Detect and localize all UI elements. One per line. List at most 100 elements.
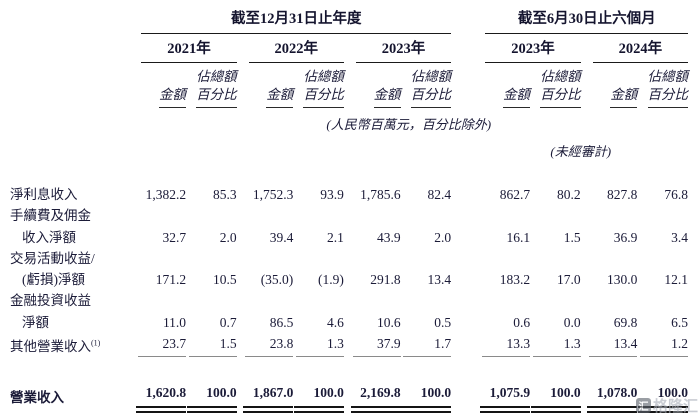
value-cell: 0.6	[513, 314, 531, 330]
unaudited-note-row: (未經審計)	[10, 133, 688, 160]
value-cell: 32.7	[162, 229, 187, 245]
value-cell: 17.0	[557, 272, 581, 288]
value-cell: 10.6	[376, 314, 401, 330]
table-row-trading-gains-values: (虧損)淨額 171.2 10.5 (35.0) (1.9) 291.8 13.…	[10, 269, 688, 290]
pct-header: 佔總額 百分比	[410, 68, 452, 109]
value-cell: 3.4	[671, 229, 688, 245]
value-cell: 16.1	[506, 229, 531, 245]
amount-header: 金額	[266, 86, 294, 109]
amount-header: 金額	[159, 86, 187, 109]
amount-header: 金額	[610, 86, 638, 109]
income-breakdown-page: 截至12月31日止年度 截至6月30日止六個月 2021年 2022年 2023…	[10, 4, 694, 414]
row-label: 其他營業收入	[10, 338, 91, 354]
subheader-row: 金額 佔總額 百分比 金額 佔總額 百分比 金額 佔總額 百分比 金額 佔總額 百分比 …	[10, 63, 688, 109]
value-cell: 37.9	[344, 333, 401, 358]
value-cell: 85.3	[213, 187, 237, 203]
value-cell: 76.8	[664, 187, 688, 203]
table-row-fee-commission-label: 手續費及佣金	[10, 205, 688, 226]
value-cell: 130.0	[606, 272, 638, 288]
pct-header: 佔總額 百分比	[303, 68, 344, 109]
value-cell: 80.2	[557, 187, 581, 203]
group-header-row: 截至12月31日止年度 截至6月30日止六個月	[10, 4, 688, 34]
value-cell: 2.0	[434, 229, 452, 245]
row-label: 淨利息收入	[10, 187, 78, 203]
table-row-other-operating-income: 其他營業收入(1) 23.7 1.5 23.8 1.3 37.9 1.7 13.…	[10, 333, 688, 358]
unit-note: (人民幣百萬元，百分比除外)	[326, 117, 492, 133]
value-cell: 0.5	[434, 314, 452, 330]
row-label: 收入淨額	[22, 229, 76, 245]
value-cell: 39.4	[269, 229, 294, 245]
value-cell: 2.1	[327, 229, 344, 245]
value-cell: 13.3	[473, 333, 531, 358]
value-cell: 1.5	[563, 229, 581, 245]
table-row-financial-investment-label: 金融投資收益	[10, 290, 688, 311]
value-cell: 1.3	[293, 333, 344, 358]
total-value-cell: 2,169.8	[344, 381, 401, 414]
pct-header: 佔總額 百分比	[196, 68, 237, 109]
total-value-cell: 100.0	[637, 381, 688, 414]
value-cell: 1,785.6	[360, 187, 401, 203]
value-cell: 2.0	[219, 229, 237, 245]
value-cell: 291.8	[370, 272, 401, 288]
value-cell: 36.9	[613, 229, 638, 245]
total-value-cell: 1,867.0	[237, 381, 294, 414]
group-header-interim: 截至6月30日止六個月	[485, 7, 688, 34]
value-cell: 86.5	[269, 314, 294, 330]
value-cell: 1,752.3	[252, 187, 294, 203]
table-row-financial-investment-values: 淨額 11.0 0.7 86.5 4.6 10.6 0.5 0.6 0.0 69…	[10, 312, 688, 333]
row-label: 淨額	[22, 314, 49, 330]
value-cell: 13.4	[427, 272, 452, 288]
unaudited-note: (未經審計)	[550, 144, 612, 160]
table-row-fee-commission-values: 收入淨額 32.7 2.0 39.4 2.1 43.9 2.0 16.1 1.5…	[10, 227, 688, 248]
table-row-net-interest-income: 淨利息收入 1,382.2 85.3 1,752.3 93.9 1,785.6 …	[10, 184, 688, 205]
value-cell: 69.8	[613, 314, 638, 330]
income-breakdown-table: 截至12月31日止年度 截至6月30日止六個月 2021年 2022年 2023…	[10, 4, 688, 414]
value-cell: 23.8	[237, 333, 294, 358]
row-label: 手續費及佣金	[10, 208, 91, 224]
row-label: 交易活動收益/	[10, 250, 95, 266]
value-cell: 82.4	[427, 187, 452, 203]
value-cell: 1.5	[186, 333, 237, 358]
total-value-cell: 100.0	[530, 381, 581, 414]
value-cell: 6.5	[671, 314, 688, 330]
table-row-operating-income-total: 營業收入 1,620.8 100.0 1,867.0 100.0 2,169.8…	[10, 381, 688, 414]
row-label: 金融投資收益	[10, 293, 91, 309]
value-cell: 13.4	[581, 333, 638, 358]
value-cell: 1.3	[530, 333, 581, 358]
value-cell: (35.0)	[260, 272, 294, 288]
total-value-cell: 100.0	[293, 381, 344, 414]
year-header-2021: 2021年	[141, 37, 237, 63]
value-cell: 93.9	[320, 187, 344, 203]
value-cell: 43.9	[376, 229, 401, 245]
row-label: (虧損)淨額	[22, 272, 85, 288]
group-header-annual: 截至12月31日止年度	[141, 7, 452, 34]
total-value-cell: 100.0	[401, 381, 452, 414]
table-row-trading-gains-label: 交易活動收益/	[10, 248, 688, 269]
amount-header: 金額	[503, 86, 531, 109]
total-value-cell: 1,078.0	[581, 381, 638, 414]
value-cell: 1.2	[637, 333, 688, 358]
footnote-marker: (1)	[91, 338, 101, 348]
value-cell: 183.2	[499, 272, 531, 288]
value-cell: 0.0	[563, 314, 581, 330]
value-cell: 23.7	[129, 333, 187, 358]
value-cell: 827.8	[606, 187, 638, 203]
year-header-2023-interim: 2023年	[485, 37, 581, 63]
value-cell: 0.7	[219, 314, 237, 330]
year-header-row: 2021年 2022年 2023年 2023年 2024年	[10, 34, 688, 63]
value-cell: 1,382.2	[145, 187, 187, 203]
value-cell: 10.5	[213, 272, 237, 288]
pct-header: 佔總額 百分比	[540, 68, 581, 109]
year-header-2023: 2023年	[355, 37, 452, 63]
value-cell: 12.1	[664, 272, 688, 288]
total-value-cell: 100.0	[186, 381, 237, 414]
value-cell: 171.2	[155, 272, 187, 288]
value-cell: 1.7	[401, 333, 452, 358]
total-value-cell: 1,620.8	[129, 381, 187, 414]
value-cell: 4.6	[327, 314, 344, 330]
total-row-label: 營業收入	[10, 390, 64, 406]
pct-header: 佔總額 百分比	[647, 68, 688, 109]
unit-note-row: (人民幣百萬元，百分比除外)	[10, 108, 688, 133]
amount-header: 金額	[373, 86, 401, 109]
year-header-2022: 2022年	[248, 37, 344, 63]
